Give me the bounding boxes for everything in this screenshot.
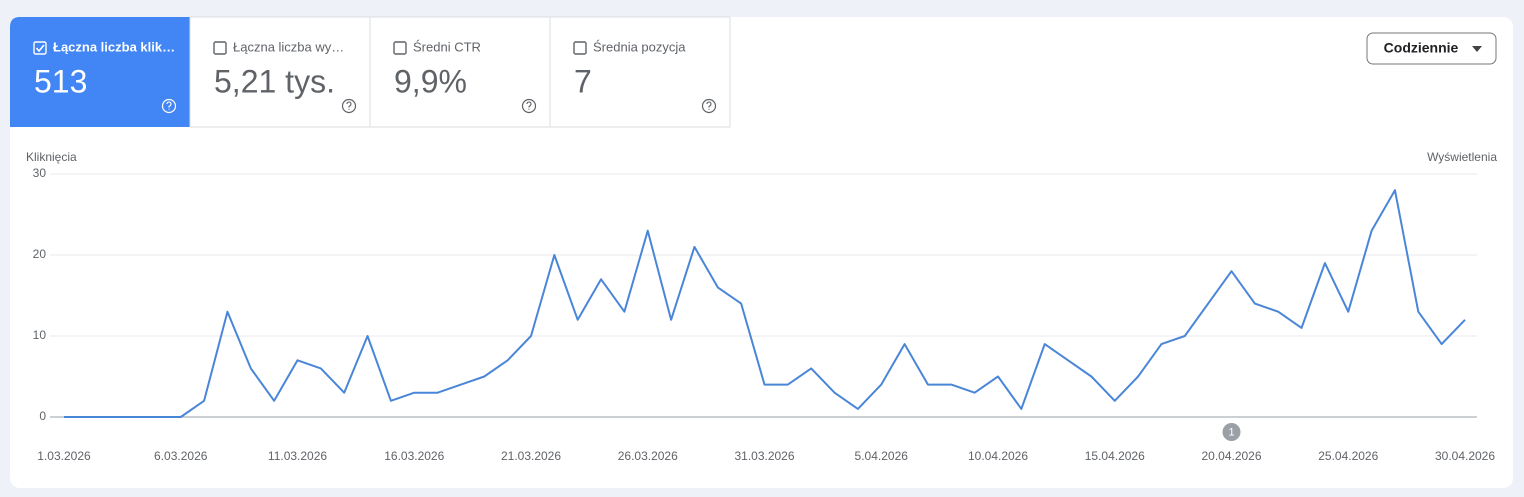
checkbox[interactable] — [573, 41, 587, 55]
x-tick-label: 25.04.2026 — [1318, 449, 1378, 463]
annotation-label: 1 — [1228, 426, 1234, 438]
x-tick-label: 16.03.2026 — [384, 449, 444, 463]
card-bg[interactable] — [549, 16, 731, 128]
help-icon[interactable] — [161, 98, 177, 114]
annotation-marker[interactable] — [1222, 423, 1241, 441]
dropdown-arrow — [1472, 46, 1482, 52]
x-tick-label: 15.04.2026 — [1085, 449, 1145, 463]
metric-label: Łączna liczba klik… — [53, 39, 175, 54]
card-bg[interactable] — [189, 16, 371, 128]
x-tick-label: 6.03.2026 — [154, 449, 208, 463]
metric-value: 9,9% — [394, 63, 467, 99]
metric-label: Łączna liczba wy… — [233, 39, 344, 54]
panel — [10, 17, 1513, 488]
x-tick-label: 5.04.2026 — [855, 449, 909, 463]
metric-value: 5,21 tys. — [214, 63, 335, 99]
help-icon-glyph — [526, 101, 532, 110]
dropdown-box[interactable] — [1366, 32, 1497, 65]
metric-value: 513 — [34, 63, 87, 99]
y2-axis-title: Wyświetlenia — [1427, 150, 1497, 164]
dropdown[interactable]: Codziennie — [1366, 32, 1497, 65]
help-icon-glyph — [346, 101, 352, 110]
checkmark — [35, 44, 45, 53]
card-bg — [10, 17, 190, 127]
x-tick-label: 10.04.2026 — [968, 449, 1028, 463]
card-bg[interactable] — [369, 16, 551, 128]
help-icon-glyph — [166, 101, 172, 110]
x-tick-label: 31.03.2026 — [734, 449, 794, 463]
checkbox[interactable] — [393, 41, 407, 55]
y-tick-label: 0 — [39, 409, 46, 423]
x-tick-label: 21.03.2026 — [501, 449, 561, 463]
annotation[interactable]: 1 — [1222, 423, 1241, 441]
dropdown-label[interactable]: Codziennie — [1384, 40, 1459, 56]
metric-card[interactable]: Łączna liczba wy… 5,21 tys. — [189, 16, 371, 128]
metric-label: Średnia pozycja — [593, 39, 686, 54]
x-tick-label: 30.04.2026 — [1435, 449, 1495, 463]
help-icon-glyph — [706, 101, 712, 110]
y-tick-label: 10 — [33, 328, 47, 342]
x-tick-label: 11.03.2026 — [268, 449, 327, 463]
y-axis-title: Kliknięcia — [26, 150, 77, 164]
x-tick-label: 1.03.2026 — [37, 449, 91, 463]
help-icon[interactable] — [341, 98, 357, 114]
metric-value: 7 — [574, 63, 592, 99]
help-icon[interactable] — [521, 98, 537, 114]
y-tick-label: 20 — [33, 247, 47, 261]
metric-card[interactable]: Łączna liczba klik… 513 — [10, 17, 190, 127]
series-line — [64, 189, 1466, 418]
metric-label: Średni CTR — [413, 39, 481, 54]
y-tick-label: 30 — [33, 166, 47, 180]
x-tick-label: 20.04.2026 — [1201, 449, 1261, 463]
metric-card[interactable]: Średni CTR 9,9% — [369, 16, 551, 128]
x-tick-label: 26.03.2026 — [618, 449, 678, 463]
checkbox[interactable] — [33, 41, 47, 55]
help-icon[interactable] — [701, 98, 717, 114]
checkbox[interactable] — [213, 41, 227, 55]
